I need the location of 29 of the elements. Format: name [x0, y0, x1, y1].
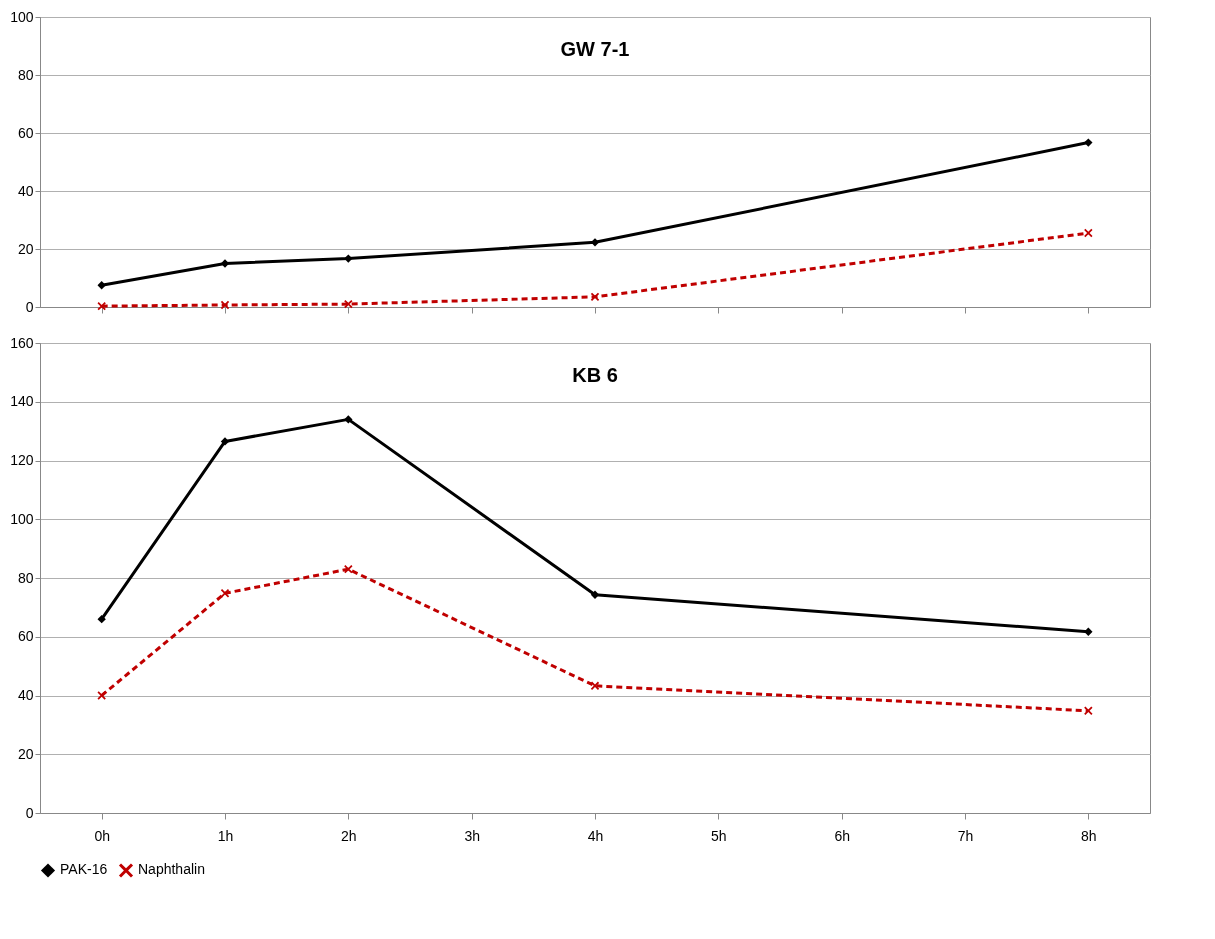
text: KB 6 [572, 364, 618, 386]
x-tick-label: 3h [464, 827, 480, 844]
y-tick-label: 40 [17, 687, 34, 703]
y-tick-label: 60 [17, 628, 34, 645]
x-tick-label: 7h [957, 827, 974, 844]
x-tick-label: 8h [1081, 827, 1097, 844]
x-tick-label: 0h [94, 827, 110, 844]
x-tick-label: 5h [711, 827, 727, 844]
text: GW 7-1 [560, 38, 630, 60]
legend-label: Naphthalin [138, 861, 205, 878]
y-tick-label: 0 [25, 298, 34, 315]
legend-label: PAK-16 [60, 861, 108, 878]
x-tick-label: 4h [587, 827, 604, 844]
y-tick-label: 120 [10, 452, 34, 468]
y-tick-label: 160 [10, 334, 34, 351]
x-tick-label: 1h [217, 827, 234, 844]
y-tick-label: 20 [17, 745, 34, 762]
y-tick-label: 0 [25, 804, 34, 821]
y-tick-label: 20 [17, 240, 34, 257]
x-tick-label: 6h [834, 827, 850, 844]
y-tick-label: 100 [10, 8, 34, 25]
x-tick-label: 2h [341, 827, 357, 844]
y-tick-label: 80 [17, 66, 34, 83]
y-tick-label: 140 [10, 393, 34, 410]
y-tick-label: 40 [17, 182, 34, 199]
y-tick-label: 80 [17, 569, 34, 586]
y-tick-label: 60 [17, 124, 34, 141]
point [590, 681, 600, 690]
y-tick-label: 100 [10, 510, 34, 527]
